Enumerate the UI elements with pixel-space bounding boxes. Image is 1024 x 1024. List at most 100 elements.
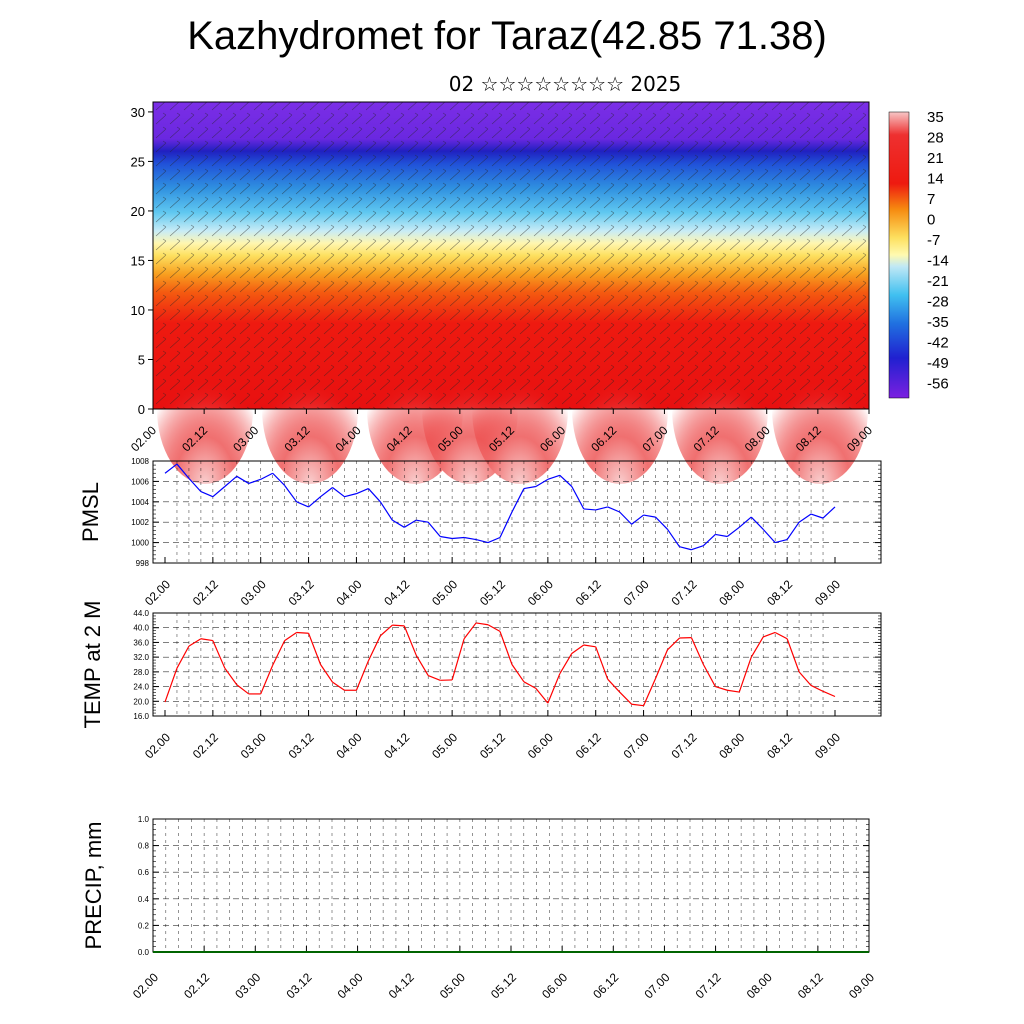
pmsl-panel-xtick-label: 05.00 bbox=[429, 577, 460, 608]
temp-panel-series-segment bbox=[320, 664, 333, 683]
temp-panel-series-segment bbox=[308, 633, 322, 665]
temp-panel-series-segment bbox=[260, 665, 274, 695]
temp-panel-series-segment bbox=[511, 664, 525, 683]
temp-panel-series-segment bbox=[774, 631, 788, 640]
temp-panel-series-segment bbox=[176, 645, 190, 669]
precip-panel-xtick-label: 09.00 bbox=[846, 970, 877, 1001]
colorbar-label: 0 bbox=[927, 212, 935, 229]
colorbar-labels: 35 28 21 14 7 0 -7 -14 -21 -28 -35 -42 -49 -56 bbox=[927, 109, 949, 393]
pmsl-panel-series-segment bbox=[296, 501, 309, 508]
temp-panel-series-segment bbox=[188, 638, 202, 647]
pmsl-panel-series-segment bbox=[655, 516, 668, 530]
temp-panel-xtick-label: 02.12 bbox=[190, 730, 221, 761]
temp-panel-series-segment bbox=[786, 638, 800, 673]
precip-panel-xtick-label: 05.00 bbox=[437, 970, 468, 1001]
temp-panel-ytick-label: 16.0 bbox=[133, 712, 149, 721]
colorbar-label: 7 bbox=[927, 191, 935, 208]
pmsl-panel-ytick-label: 1000 bbox=[131, 539, 149, 548]
precip-panel-ytick-label: 0.8 bbox=[138, 842, 150, 851]
colorbar-label: -7 bbox=[927, 232, 940, 249]
temp-panel-series-segment bbox=[487, 624, 501, 632]
pmsl-panel-series-segment bbox=[356, 487, 369, 495]
temp-panel-xtick-label: 08.00 bbox=[716, 730, 747, 761]
temp-panel-xtick-label: 09.00 bbox=[812, 730, 843, 761]
heat-xtick-label: 02.00 bbox=[128, 423, 159, 454]
pmsl-panel-ytick-label: 1004 bbox=[131, 498, 149, 507]
precip-panel-xtick-label: 02.12 bbox=[181, 970, 212, 1001]
heat-ytick-label: 15 bbox=[131, 253, 145, 268]
temp-panel-series-segment bbox=[200, 638, 213, 642]
temp-panel-ytick-label: 40.0 bbox=[133, 624, 149, 633]
pmsl-panel-ytick-label: 1006 bbox=[131, 477, 149, 486]
temp-panel-series-segment bbox=[738, 656, 752, 693]
pmsl-panel-series-segment bbox=[272, 472, 286, 486]
wind-barb-overlay bbox=[153, 102, 869, 409]
temp-panel-series-segment bbox=[355, 660, 369, 691]
temp-panel-series-segment bbox=[810, 684, 824, 692]
temp-panel-series-segment bbox=[583, 644, 596, 648]
pmsl-panel-xtick-label: 04.00 bbox=[333, 577, 364, 608]
temp-panel-series-segment bbox=[727, 689, 740, 693]
pmsl-panel-series-segment bbox=[367, 488, 381, 503]
chart-title: Kazhydromet for Taraz(42.85 71.38) bbox=[187, 14, 827, 58]
pmsl-panel-series-segment bbox=[392, 519, 405, 528]
precip-panel-xtick-label: 08.12 bbox=[795, 970, 826, 1001]
heat-ytick-label: 5 bbox=[138, 352, 145, 367]
precip-panel-ytick-label: 1.0 bbox=[138, 815, 150, 824]
pmsl-panel-series-segment bbox=[547, 474, 561, 480]
colorbar-label: 28 bbox=[927, 130, 944, 147]
temp-panel-series-segment bbox=[559, 653, 573, 675]
pmsl-panel-series-segment bbox=[487, 536, 501, 544]
pmsl-panel-series-segment bbox=[200, 491, 214, 498]
temp-panel-series-segment bbox=[547, 673, 561, 704]
temp-panel-series-segment bbox=[379, 624, 393, 637]
colorbar: 35 28 21 14 7 0 -7 -14 -21 -28 -35 -42 -49 -56 bbox=[888, 109, 949, 399]
pmsl-panel-series-segment bbox=[332, 487, 345, 498]
temp-panel-series-segment bbox=[667, 637, 680, 651]
colorbar-label: -21 bbox=[927, 273, 949, 290]
precip-panel-xtick-label: 05.12 bbox=[488, 970, 519, 1001]
temp-panel-series-segment bbox=[822, 690, 836, 698]
pmsl-panel-xtick-label: 06.00 bbox=[525, 577, 556, 608]
pmsl-panel-xtick-label: 03.12 bbox=[286, 577, 317, 608]
pmsl-panel-series-segment bbox=[188, 477, 202, 493]
pmsl-panel-series-segment bbox=[535, 478, 549, 488]
precip-panel-ylabel: PRECIP, mm bbox=[81, 822, 106, 950]
temp-panel-xtick-label: 07.00 bbox=[621, 730, 652, 761]
pmsl-panel-xtick-label: 08.12 bbox=[764, 577, 795, 608]
precip-panel: 0.0 0.2 0.4 0.6 0.8 1.0 02.00 02.12 03.00 03.12 04… bbox=[81, 815, 877, 1001]
precip-panel-xtick-label: 04.00 bbox=[335, 970, 366, 1001]
temp-panel-series-segment bbox=[690, 637, 704, 665]
temp-panel-series-segment bbox=[451, 638, 465, 681]
pmsl-panel-series-segment bbox=[667, 528, 680, 548]
pmsl-panel-xtick-label: 04.12 bbox=[381, 577, 412, 608]
colorbar-label: -35 bbox=[927, 314, 949, 331]
pmsl-panel-xtick-label: 03.00 bbox=[238, 577, 269, 608]
pmsl-panel-xtick-label: 02.00 bbox=[142, 577, 173, 608]
temp-panel-xtick-label: 05.12 bbox=[477, 730, 508, 761]
pmsl-panel-ytick-label: 998 bbox=[136, 559, 150, 568]
temp-panel-series-segment bbox=[463, 622, 477, 640]
pmsl-panel-series-segment bbox=[260, 472, 273, 480]
temp-panel-ytick-label: 24.0 bbox=[133, 683, 149, 692]
temp-panel-series-segment bbox=[236, 684, 250, 695]
pmsl-panel-series-segment bbox=[308, 496, 321, 508]
temp-panel-ytick-label: 44.0 bbox=[133, 609, 149, 618]
pmsl-panel-series-segment bbox=[786, 521, 800, 540]
colorbar-label: -42 bbox=[927, 335, 949, 352]
heat-ytick-label: 25 bbox=[131, 154, 145, 169]
heat-ytick-label: 10 bbox=[131, 303, 145, 318]
pmsl-panel-series-segment bbox=[344, 493, 357, 498]
temp-panel-series-segment bbox=[415, 654, 429, 676]
pmsl-panel-series-segment bbox=[464, 536, 477, 541]
temp-panel-series-segment bbox=[332, 681, 345, 691]
temp-panel-series-segment bbox=[523, 681, 537, 689]
temp-panel-xtick-label: 02.00 bbox=[142, 730, 173, 761]
temp2m-panel: 16.0 20.0 24.0 28.0 32.0 36.0 40.0 44.0 02.00 02.… bbox=[80, 601, 882, 761]
temp-panel-ytick-label: 28.0 bbox=[133, 668, 149, 677]
pmsl-panel-series-segment bbox=[822, 506, 836, 519]
temp-panel-series-segment bbox=[763, 631, 776, 638]
pmsl-panel-xtick-label: 02.12 bbox=[190, 577, 221, 608]
temp-panel-series-segment bbox=[702, 664, 716, 687]
temp-panel-series-segment bbox=[798, 671, 812, 686]
